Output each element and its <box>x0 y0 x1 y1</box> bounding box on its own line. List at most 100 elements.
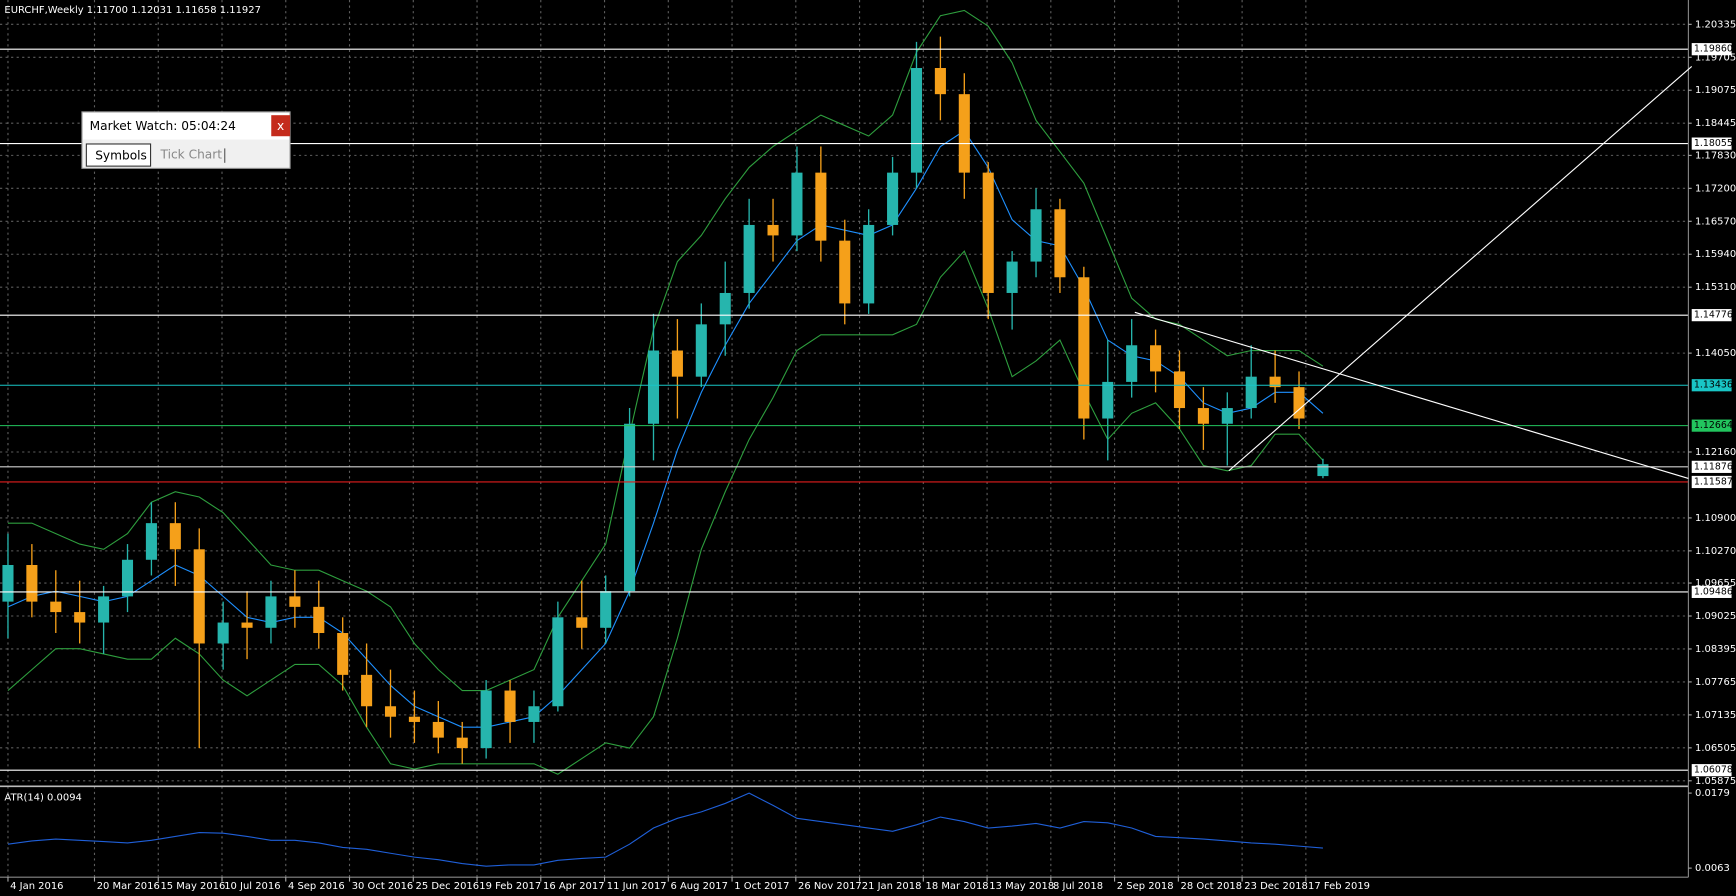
level-label-bg <box>1691 764 1732 777</box>
y-tick-label: 0.0179 <box>1695 788 1730 799</box>
level-label: 1.19860 <box>1694 44 1733 55</box>
x-tick-label: 13 May 2018 <box>989 881 1054 892</box>
y-tick-label: 1.17830 <box>1695 150 1736 161</box>
x-tick-label: 4 Jan 2016 <box>10 881 63 892</box>
indicator-title: ATR(14) 0.0094 <box>4 792 81 803</box>
x-tick-label: 16 Apr 2017 <box>543 881 605 892</box>
candle-body <box>863 224 875 304</box>
candle-body <box>1197 408 1209 424</box>
candle-body <box>910 68 923 173</box>
y-tick-label: 1.10900 <box>1695 513 1736 524</box>
level-label: 1.06078 <box>1694 765 1733 776</box>
candle-body <box>1054 209 1066 278</box>
candle-body <box>695 324 707 377</box>
tab-label[interactable]: Tick Chart <box>160 148 223 162</box>
candle-body <box>169 523 181 550</box>
candle-body <box>145 523 157 560</box>
candle-body <box>50 601 62 613</box>
candle-body <box>552 617 564 707</box>
y-tick-label: 1.06505 <box>1695 743 1736 754</box>
candle-body <box>1126 345 1138 382</box>
level-label: 1.13436 <box>1694 380 1733 391</box>
candle-body <box>671 350 683 377</box>
y-tick-label: 1.09655 <box>1695 578 1736 589</box>
y-tick-label: 1.17200 <box>1695 183 1736 194</box>
candle-body <box>1221 408 1233 424</box>
candle-body <box>74 612 86 623</box>
y-tick-label: 1.12160 <box>1695 447 1736 458</box>
x-tick-label: 8 Jul 2018 <box>1053 881 1103 892</box>
x-tick-label: 20 Mar 2016 <box>97 881 160 892</box>
level-label-bg <box>1691 419 1732 432</box>
candle-body <box>767 224 779 236</box>
candle-body <box>887 172 899 225</box>
x-tick-label: 15 May 2016 <box>160 881 225 892</box>
candle-body <box>361 674 373 707</box>
candle-body <box>1245 376 1257 409</box>
candle-body <box>265 596 277 628</box>
y-tick-label: 1.05875 <box>1695 776 1736 787</box>
level-label-bg <box>1691 309 1732 322</box>
window-title-bar <box>83 112 289 140</box>
trend-line[interactable] <box>1228 66 1693 472</box>
x-tick-label: 23 Dec 2018 <box>1244 881 1308 892</box>
y-tick-label: 0.0063 <box>1695 863 1730 874</box>
tab-selected[interactable] <box>85 143 152 167</box>
candle-body <box>1150 345 1162 372</box>
y-tick-label: 1.15310 <box>1695 282 1736 293</box>
candle-body <box>504 690 516 722</box>
y-tick-label: 1.14050 <box>1695 348 1736 359</box>
candle-body <box>121 559 134 597</box>
y-tick-label: 1.19705 <box>1695 52 1736 63</box>
x-tick-label: 10 Jul 2016 <box>224 881 280 892</box>
y-tick-label: 1.08395 <box>1695 644 1736 655</box>
y-tick-label: 1.09025 <box>1695 611 1736 622</box>
candle-body <box>647 350 660 424</box>
indicator-line <box>7 9 1324 692</box>
window-title: Market Watch: 05:04:24 <box>90 119 236 133</box>
close-button-label[interactable]: x <box>277 119 284 133</box>
x-tick-label: 18 Mar 2018 <box>926 881 989 892</box>
level-label-bg <box>1691 475 1732 489</box>
candle-body <box>934 68 946 95</box>
level-label-bg <box>1691 379 1732 392</box>
candle-body <box>1006 261 1018 293</box>
level-label: 1.09486 <box>1694 586 1733 597</box>
candle-body <box>576 617 588 628</box>
candle-body <box>313 606 325 634</box>
candle-body <box>408 716 420 722</box>
x-tick-label: 21 Jan 2018 <box>862 881 922 892</box>
y-tick-label: 1.07135 <box>1695 710 1736 721</box>
candle-body <box>456 737 468 749</box>
tab-label[interactable]: Symbols <box>95 149 147 163</box>
x-tick-label: 19 Feb 2017 <box>479 881 541 892</box>
close-button[interactable] <box>271 115 291 137</box>
level-label-bg <box>1691 460 1732 473</box>
candle-body <box>719 292 731 325</box>
y-tick-label: 1.10270 <box>1695 546 1736 557</box>
candle-body <box>958 94 970 173</box>
candle-body <box>2 565 14 602</box>
x-tick-label: 26 Nov 2017 <box>798 881 862 892</box>
candle-body <box>624 423 636 592</box>
candle-body <box>1293 387 1305 419</box>
y-tick-label: 1.20335 <box>1695 19 1736 30</box>
candle-body <box>98 596 110 623</box>
x-tick-label: 25 Dec 2016 <box>415 881 479 892</box>
level-label: 1.14776 <box>1694 310 1733 321</box>
level-label: 1.11587 <box>1694 476 1733 487</box>
x-tick-label: 1 Oct 2017 <box>734 881 789 892</box>
chart-title: EURCHF,Weekly 1.11700 1.12031 1.11658 1.… <box>4 5 260 16</box>
indicator-line <box>7 250 1324 775</box>
market-watch-window[interactable]: Market Watch: 05:04:24 x Symbols Tick Ch… <box>81 111 291 169</box>
candle-body <box>982 172 994 293</box>
candle-body <box>432 721 444 738</box>
trend-line[interactable] <box>1134 311 1689 479</box>
x-tick-label: 4 Sep 2016 <box>288 881 345 892</box>
candle-body <box>217 622 229 644</box>
x-tick-label: 28 Oct 2018 <box>1181 881 1243 892</box>
candle-body <box>1317 464 1329 477</box>
candle-body <box>1269 376 1281 388</box>
candle-body <box>337 633 349 675</box>
